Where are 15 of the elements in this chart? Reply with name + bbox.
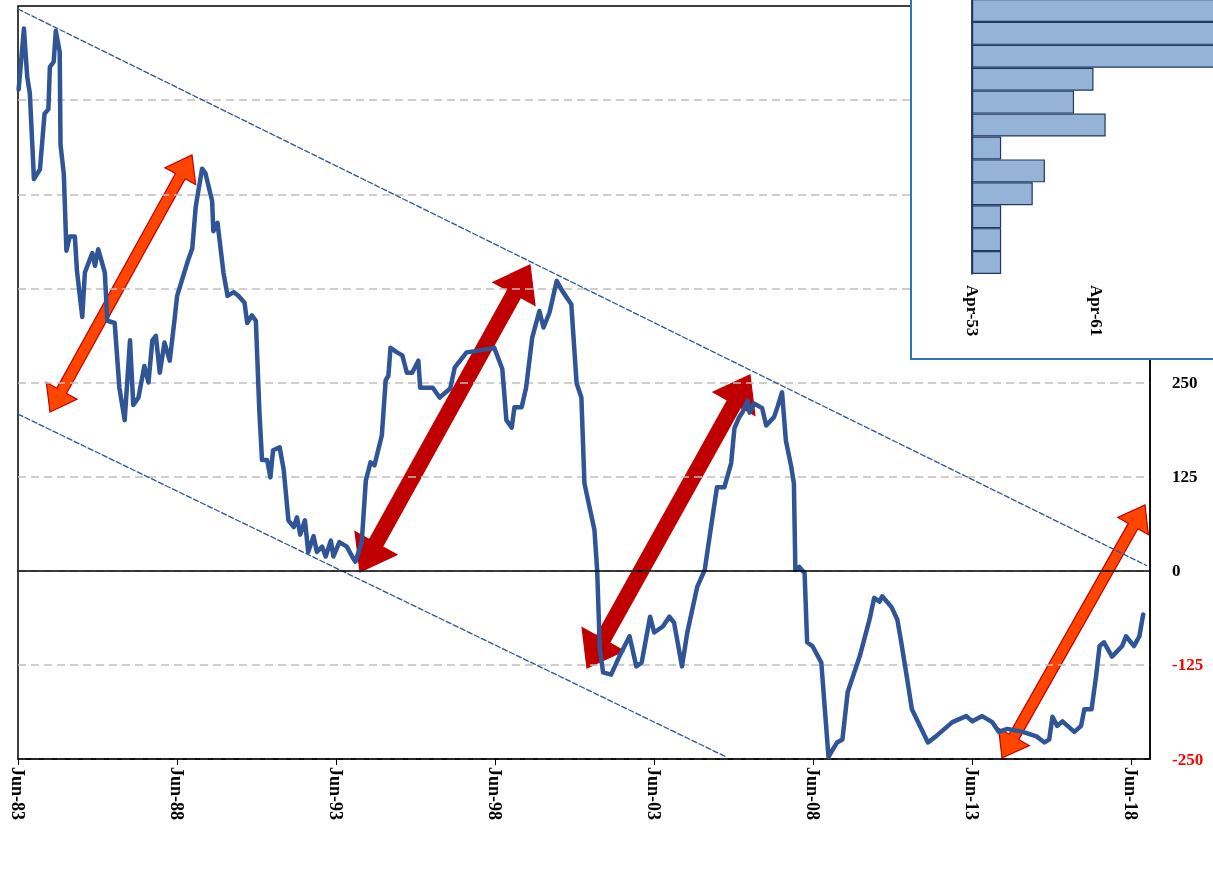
x-tick-label: Jun-18 (1121, 767, 1142, 821)
x-tick-label: Jun-98 (485, 767, 506, 821)
y-tick-label: 125 (1172, 467, 1198, 487)
y-tick-label: 0 (1172, 561, 1181, 581)
x-tick-label: Jun-88 (167, 767, 188, 821)
x-tick-label: Jun-03 (644, 767, 665, 821)
y-tick-label: 250 (1172, 373, 1198, 392)
y-tick-label: -125 (1172, 655, 1204, 675)
y-tick-label: -250 (1172, 749, 1204, 769)
x-tick-label: Jun-83 (8, 767, 28, 821)
x-tick-label: Jun-13 (962, 767, 983, 821)
x-tick-label: Jun-08 (803, 767, 824, 821)
annotation: Apr-61 (1087, 285, 1106, 337)
x-tick-label: Jun-93 (326, 767, 347, 821)
annotation: Apr-53 (963, 285, 982, 337)
